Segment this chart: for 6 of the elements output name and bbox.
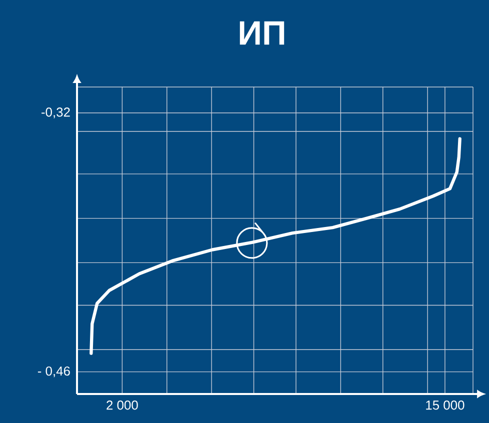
line-series xyxy=(90,137,462,355)
y-tick-label: -0,32 xyxy=(42,108,70,118)
x-tick-label: 15 000 xyxy=(426,400,464,410)
x-tick-label: 2 000 xyxy=(106,400,138,410)
y-tick-label: - 0,46 xyxy=(38,366,70,378)
chart-title: ИП xyxy=(240,21,284,45)
